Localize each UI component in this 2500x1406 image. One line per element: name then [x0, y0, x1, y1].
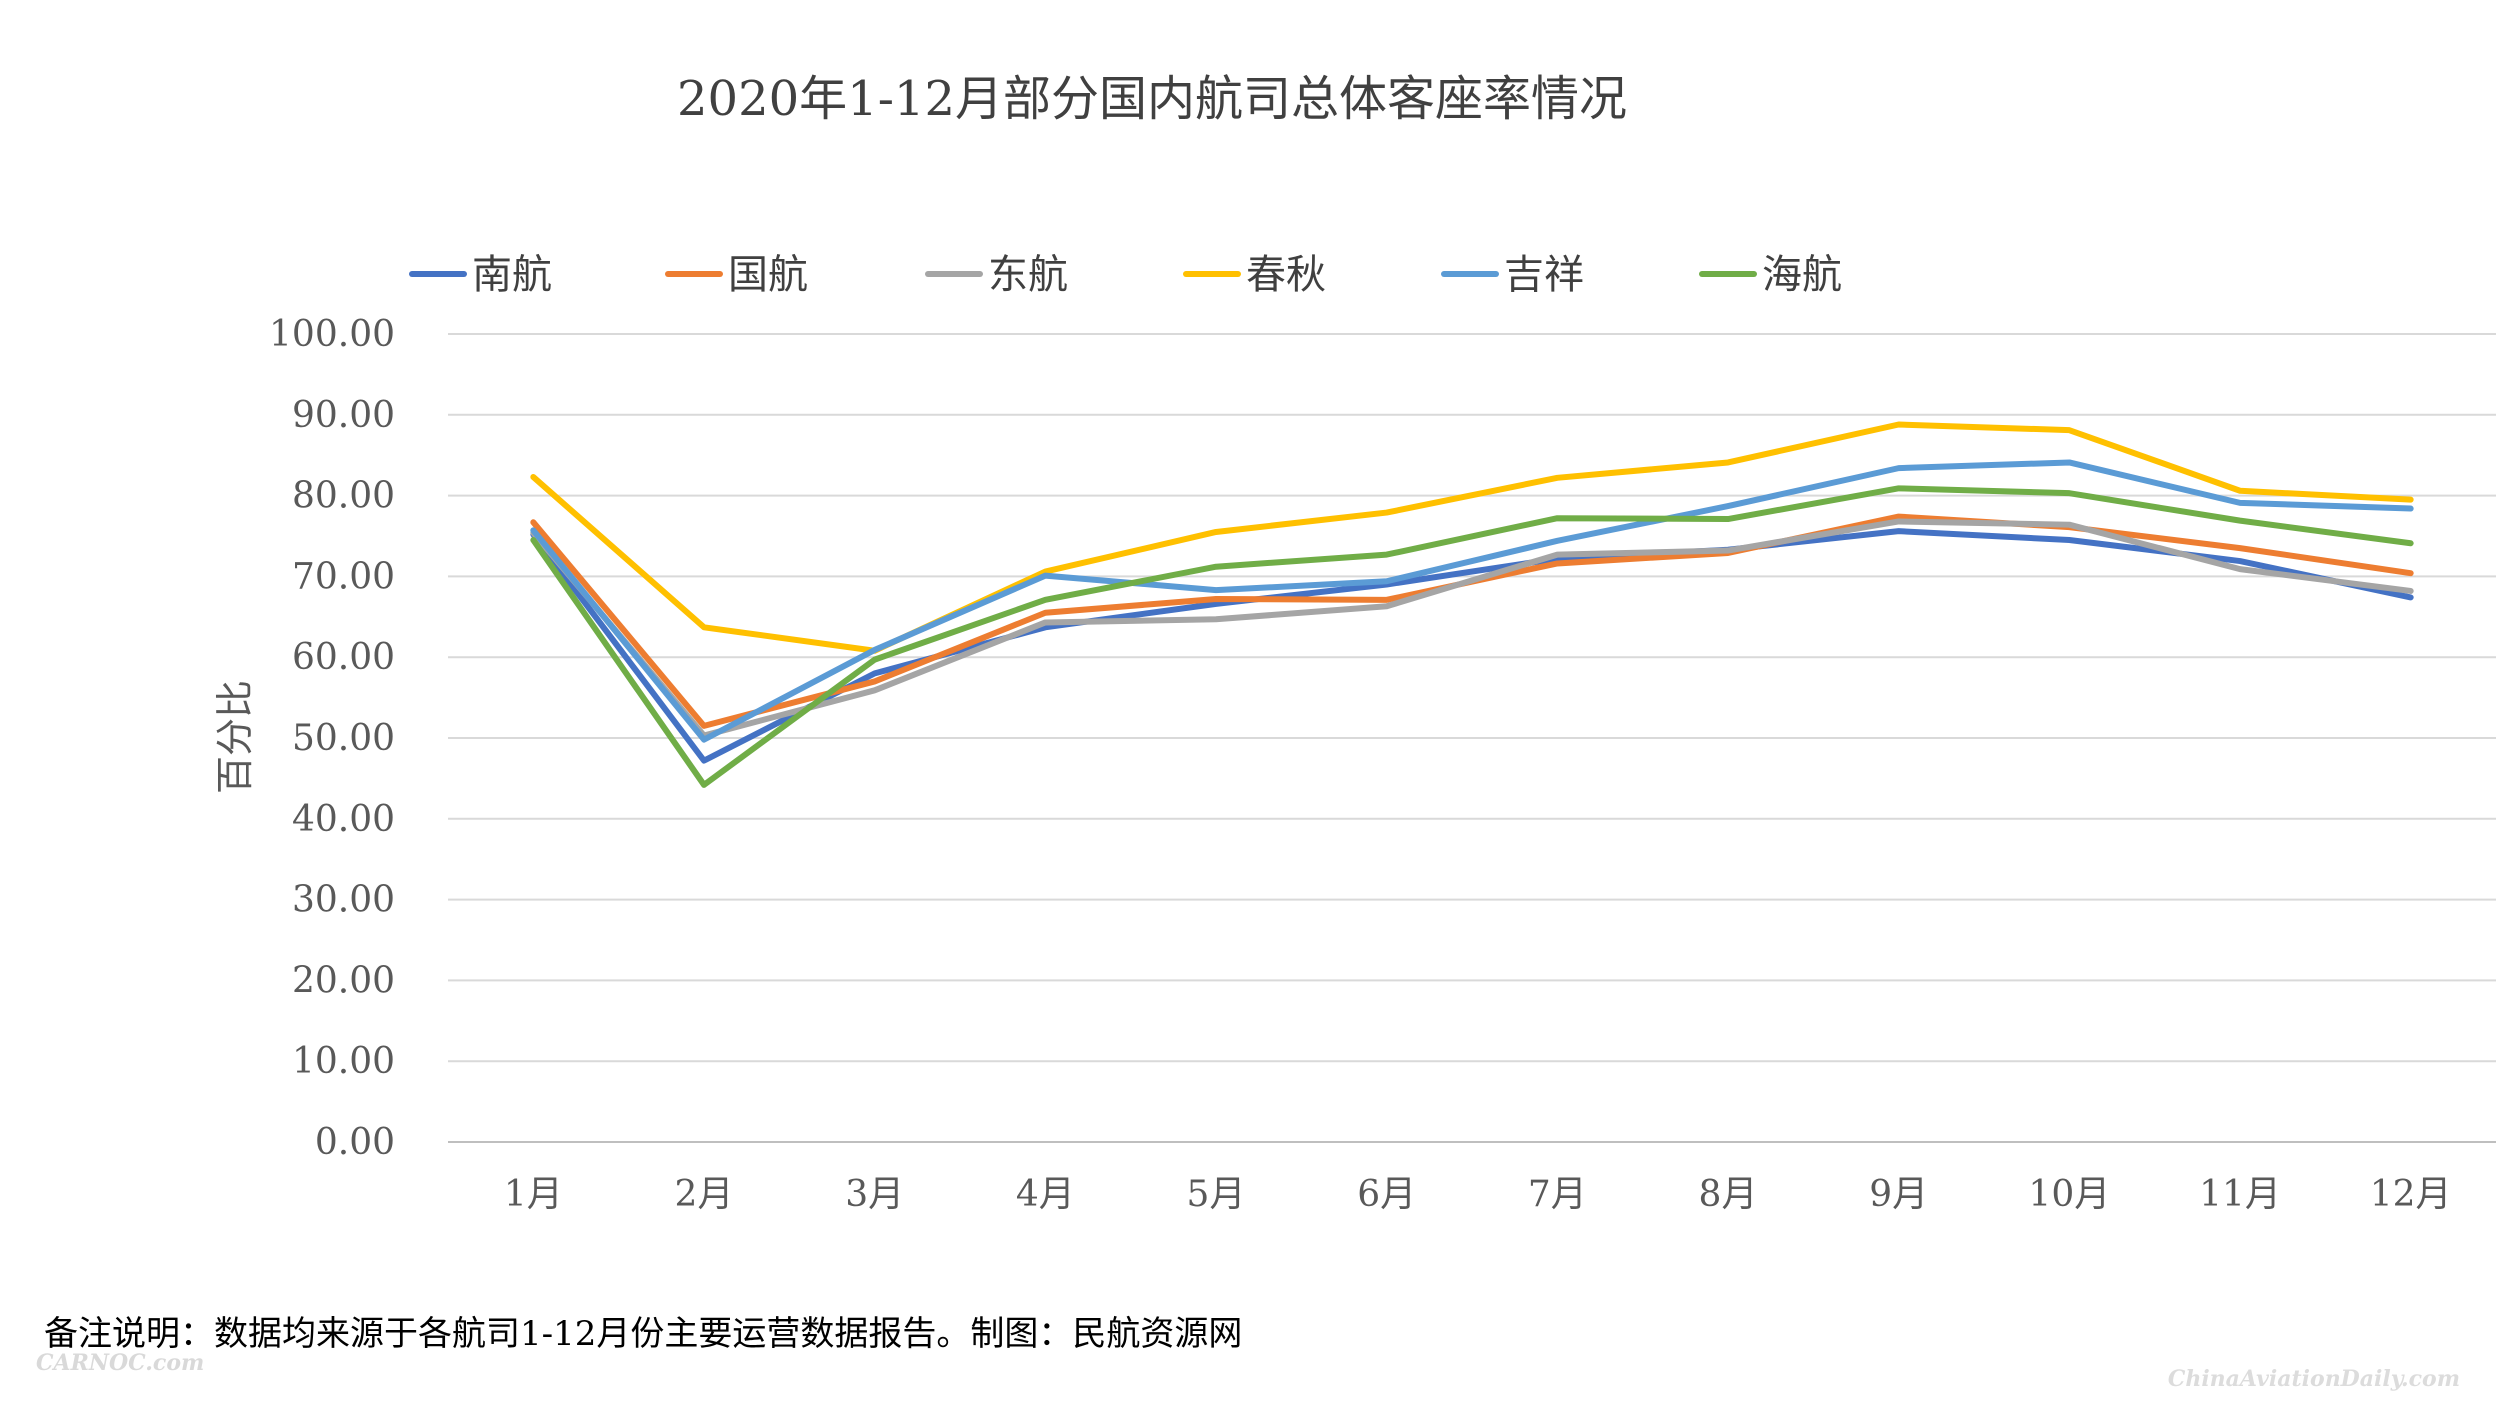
series-line-2 [530, 518, 2414, 739]
watermark-left: CARNOC.com [36, 1350, 205, 1376]
x-tick-label: 3月 [845, 1174, 904, 1215]
y-tick-label: 90.00 [292, 395, 395, 436]
legend-label: 南航 [472, 252, 552, 298]
x-tick-label: 8月 [1699, 1174, 1758, 1215]
x-tick-label: 9月 [1869, 1174, 1928, 1215]
gridlines [448, 333, 2496, 1143]
series-line-5 [530, 485, 2414, 788]
y-tick-label: 10.00 [292, 1041, 395, 1082]
y-tick-label: 30.00 [292, 880, 395, 921]
x-tick-label: 5月 [1187, 1174, 1246, 1215]
y-tick-label: 80.00 [292, 476, 395, 517]
series-lines [530, 421, 2414, 788]
y-tick-label: 70.00 [292, 556, 395, 597]
y-axis-ticks: 100.00 90.00 80.00 70.00 60.00 50.00 40.00 30.0… [269, 314, 395, 1163]
legend-label: 吉祥 [1504, 252, 1584, 298]
x-tick-label: 10月 [2028, 1174, 2110, 1215]
legend-label: 东航 [988, 252, 1068, 298]
y-tick-label: 20.00 [292, 960, 395, 1001]
series-line-4 [530, 459, 2414, 743]
x-tick-label: 6月 [1357, 1174, 1416, 1215]
chart-title: 2020年1-12月部分国内航司总体客座率情况 [677, 71, 1627, 127]
legend-label: 春秋 [1246, 252, 1326, 298]
y-axis-label: 百分比 [213, 680, 257, 794]
x-tick-label: 1月 [504, 1174, 563, 1215]
x-tick-label: 12月 [2370, 1174, 2452, 1215]
y-tick-label: 60.00 [292, 637, 395, 678]
x-tick-label: 2月 [675, 1174, 734, 1215]
y-tick-label: 0.00 [315, 1122, 395, 1163]
legend-label: 国航 [728, 252, 808, 298]
x-tick-label: 7月 [1528, 1174, 1587, 1215]
series-line-0 [530, 528, 2414, 764]
footnote: 备注说明：数据均来源于各航司1-12月份主要运营数据报告。制图：民航资源网 [44, 1314, 1243, 1354]
y-tick-label: 40.00 [292, 799, 395, 840]
y-tick-label: 50.00 [292, 718, 395, 759]
legend-label: 海航 [1762, 252, 1842, 298]
y-tick-label: 100.00 [269, 314, 395, 355]
chart-legend: 南航 国航 东航 春秋 吉祥 海航 [409, 252, 1842, 298]
series-line-3 [530, 421, 2414, 654]
x-axis-ticks: 1月 2月 3月 4月 5月 6月 7月 8月 9月 10月 11月 12月 [504, 1174, 2452, 1215]
x-tick-label: 11月 [2199, 1174, 2281, 1215]
watermark-right: ChinaAviationDaily.com [2167, 1366, 2460, 1392]
x-tick-label: 4月 [1016, 1174, 1075, 1215]
